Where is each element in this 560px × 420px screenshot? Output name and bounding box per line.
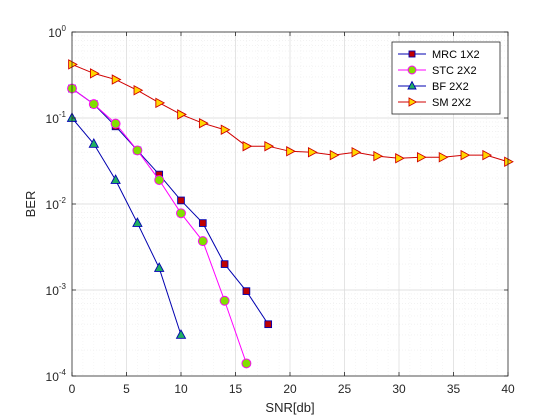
legend-label: BF 2X2 [432,81,469,93]
series-line [71,117,182,336]
data-point [198,219,207,227]
data-point [88,137,100,148]
data-point [242,140,253,152]
data-point [110,118,121,129]
data-point [416,151,427,163]
legend-entry: MRC 1X2 [398,49,480,61]
x-tick-label: 25 [338,382,352,396]
series-layer [66,59,514,369]
data-point [197,236,208,247]
data-point [198,117,209,129]
data-point [504,156,514,167]
axis-ticks: 0 5 10 15 20 25 30 35 40 100 10-1 10-2 10-3 10-4 [46,24,515,396]
legend-marker [408,50,416,58]
legend-label: STC 2X2 [432,65,477,77]
data-point [329,149,340,161]
x-tick-label: 40 [501,382,515,396]
x-axis-label: SNR[db] [265,400,314,415]
data-point [220,260,229,268]
series-2 [66,112,187,339]
x-tick-label: 15 [229,382,243,396]
data-point [373,150,384,162]
y-axis-label: BER [23,191,38,218]
data-point [177,196,185,205]
x-tick-label: 0 [69,382,76,396]
data-point [88,99,99,110]
data-point [264,320,273,329]
data-point [241,358,252,369]
series-1 [67,83,252,369]
y-tick-label: 10-1 [46,110,67,126]
data-point [264,140,275,152]
x-tick-label: 10 [174,382,188,396]
data-point [89,68,100,79]
x-tick-label: 20 [283,382,297,396]
legend-label: SM 2X2 [432,97,471,109]
data-point [132,145,143,156]
legend-marker [407,80,417,90]
y-tick-label: 10-2 [46,196,67,212]
data-point [110,174,121,184]
legend-entry: STC 2X2 [398,65,477,77]
y-tick-label: 10-4 [46,368,67,384]
data-point [242,287,251,295]
data-point [219,295,230,306]
data-point [155,97,166,109]
data-point [154,175,165,185]
series-3 [68,59,514,167]
y-tick-label: 100 [48,24,66,40]
legend-marker [408,97,418,107]
data-point [111,74,122,85]
data-point [460,149,471,161]
data-point [395,153,405,164]
data-point [68,59,78,70]
data-point [286,146,296,157]
legend-marker [407,65,417,75]
legend-label: MRC 1X2 [432,49,480,61]
x-tick-label: 35 [447,382,461,396]
x-tick-label: 5 [123,382,130,396]
legend-entry: BF 2X2 [398,80,469,93]
data-point [482,149,493,161]
data-point [438,151,449,163]
series-line [71,88,269,325]
data-point [176,208,186,219]
legend: MRC 1X2 STC 2X2 BF 2X2 SM 2X2 [391,41,501,115]
y-tick-label: 10-3 [46,282,67,298]
data-point [132,217,143,227]
data-point [351,146,362,158]
data-point [133,85,144,96]
data-point [175,329,187,339]
data-point [153,262,165,272]
data-point [177,109,187,120]
data-point [220,124,231,136]
legend-entry: SM 2X2 [398,97,471,109]
x-tick-label: 30 [392,382,406,396]
data-point [307,146,318,158]
